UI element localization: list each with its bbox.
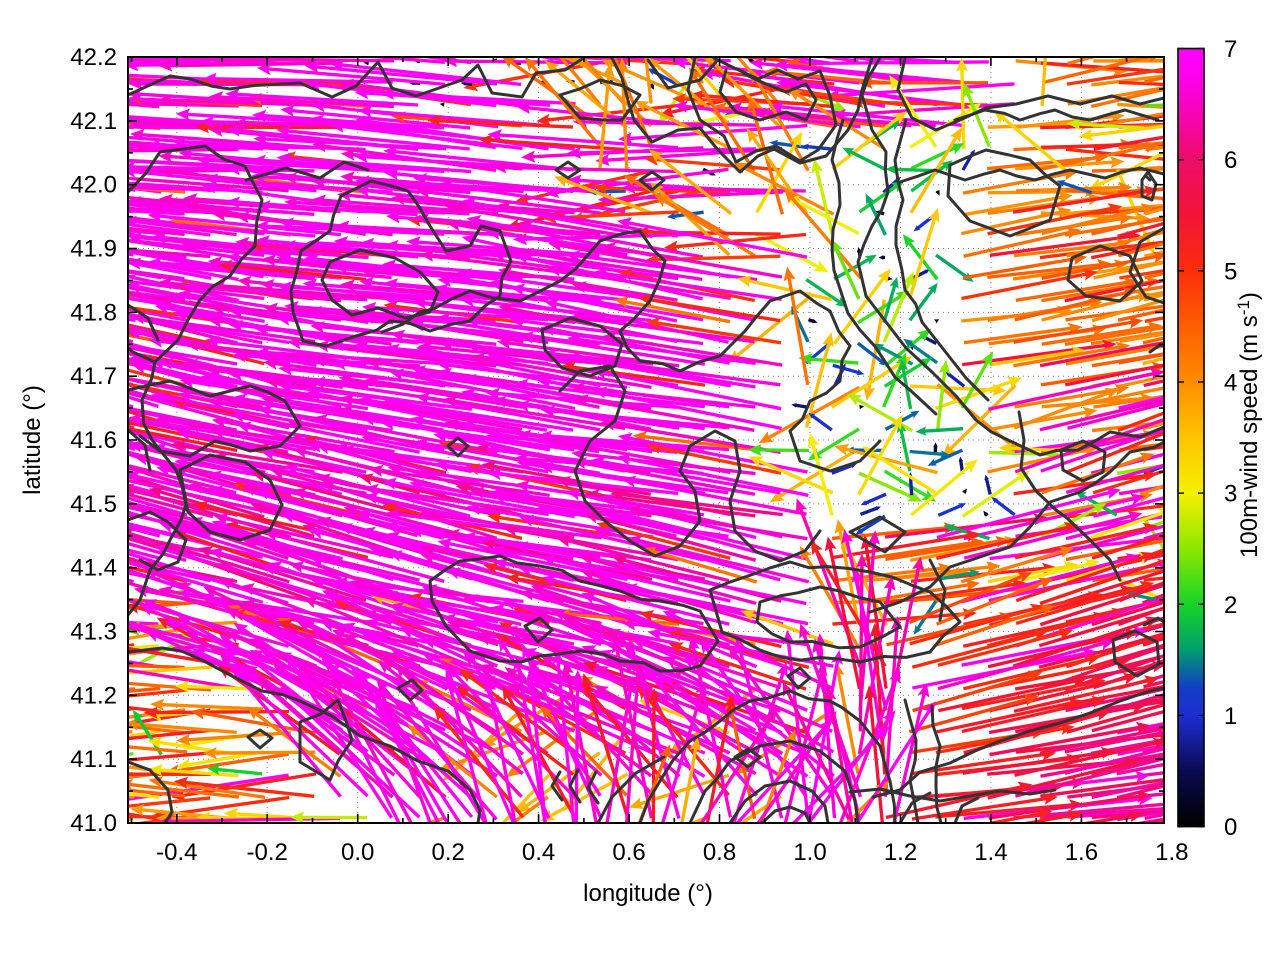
svg-text:41.3: 41.3	[70, 619, 117, 646]
svg-text:41.7: 41.7	[70, 363, 117, 390]
svg-text:1.8: 1.8	[1155, 839, 1188, 866]
svg-text:41.5: 41.5	[70, 491, 117, 518]
svg-text:41.2: 41.2	[70, 682, 117, 709]
svg-text:1.6: 1.6	[1065, 839, 1098, 866]
svg-text:2: 2	[1224, 592, 1237, 619]
svg-text:41.8: 41.8	[70, 299, 117, 326]
svg-text:1.0: 1.0	[793, 839, 826, 866]
svg-text:4: 4	[1224, 370, 1237, 397]
svg-text:41.6: 41.6	[70, 427, 117, 454]
svg-text:42.1: 42.1	[70, 108, 117, 135]
svg-text:6: 6	[1224, 147, 1237, 174]
svg-text:100m-wind speed (m s-1): 100m-wind speed (m s-1)	[1234, 292, 1263, 558]
svg-text:41.4: 41.4	[70, 555, 117, 582]
svg-text:0.2: 0.2	[432, 839, 465, 866]
svg-text:41.9: 41.9	[70, 236, 117, 263]
svg-text:41.0: 41.0	[70, 810, 117, 837]
svg-text:3: 3	[1224, 481, 1237, 508]
svg-text:0: 0	[1224, 814, 1237, 841]
svg-text:-0.4: -0.4	[156, 839, 197, 866]
svg-text:42.0: 42.0	[70, 172, 117, 199]
svg-text:7: 7	[1224, 36, 1237, 63]
svg-text:1.2: 1.2	[884, 839, 917, 866]
svg-text:1: 1	[1224, 703, 1237, 730]
svg-text:42.2: 42.2	[70, 44, 117, 71]
svg-text:latitude (°): latitude (°)	[19, 385, 46, 495]
svg-text:-0.2: -0.2	[247, 839, 288, 866]
svg-text:longitude (°): longitude (°)	[583, 880, 713, 907]
svg-text:5: 5	[1224, 258, 1237, 285]
svg-text:0.6: 0.6	[612, 839, 645, 866]
svg-text:0.8: 0.8	[703, 839, 736, 866]
svg-text:41.1: 41.1	[70, 746, 117, 773]
svg-text:0.0: 0.0	[341, 839, 374, 866]
svg-text:0.4: 0.4	[522, 839, 555, 866]
svg-text:1.4: 1.4	[974, 839, 1007, 866]
